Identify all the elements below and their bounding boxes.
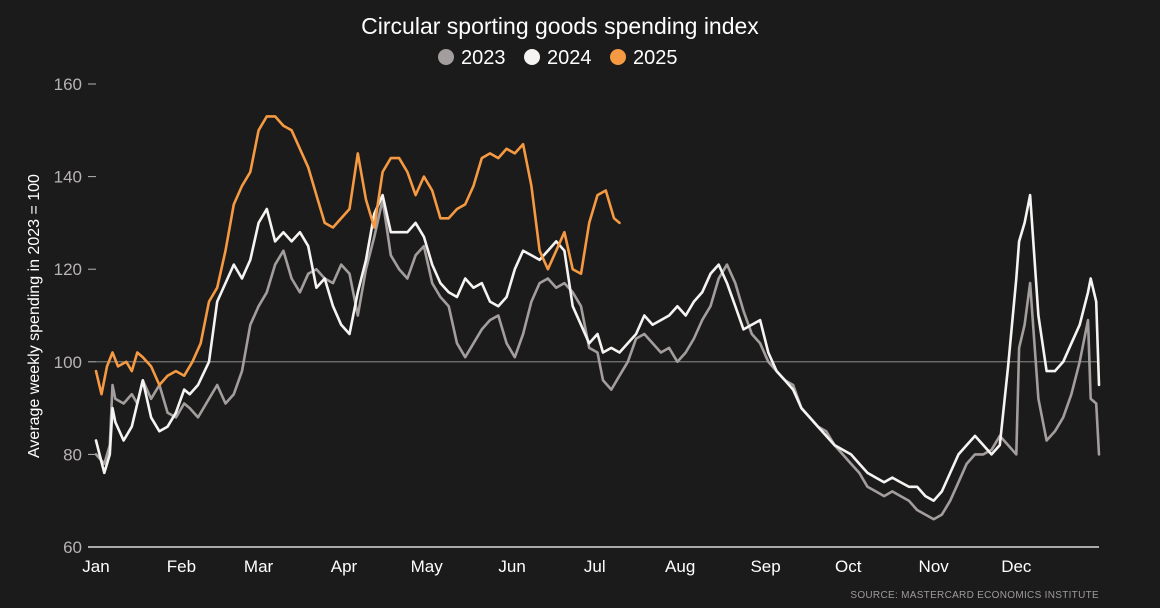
legend-item-2025: 2025	[610, 47, 678, 69]
x-tick-label-apr: Apr	[331, 557, 358, 576]
legend-item-2024: 2024	[524, 47, 592, 69]
x-tick-label-jun: Jun	[498, 557, 525, 576]
x-tick-label-may: May	[411, 557, 444, 576]
y-tick-label-100: 100	[54, 353, 82, 372]
x-tick-label-dec: Dec	[1001, 557, 1032, 576]
x-tick-label-nov: Nov	[919, 557, 950, 576]
x-tick-label-oct: Oct	[835, 557, 862, 576]
x-tick-label-mar: Mar	[244, 557, 274, 576]
x-tick-label-sep: Sep	[750, 557, 780, 576]
legend-label-2023: 2023	[461, 47, 506, 69]
legend-item-2023: 2023	[438, 47, 506, 69]
y-axis-label: Average weekly spending in 2023 = 100	[26, 174, 43, 458]
x-tick-label-feb: Feb	[167, 557, 196, 576]
series-line-2024	[94, 193, 1101, 503]
y-tick-label-60: 60	[63, 538, 82, 557]
series-line-2023	[94, 198, 1101, 521]
x-tick-label-aug: Aug	[665, 557, 695, 576]
source-note: SOURCE: MASTERCARD ECONOMICS INSTITUTE	[850, 590, 1099, 601]
legend-marker-2025	[610, 49, 626, 65]
y-tick-label-140: 140	[54, 168, 82, 187]
y-axis: 60 80 100 120 140 160	[54, 75, 96, 557]
y-tick-label-80: 80	[63, 445, 82, 464]
legend-label-2025: 2025	[633, 47, 678, 69]
legend-marker-2024	[524, 49, 540, 65]
plot-area	[94, 115, 1101, 521]
y-tick-label-120: 120	[54, 260, 82, 279]
legend-marker-2023	[438, 49, 454, 65]
series-line-2025	[94, 115, 621, 396]
x-axis: Jan Feb Mar Apr May Jun Jul Aug Sep Oct Nov Dec	[82, 546, 1099, 576]
legend-label-2024: 2024	[547, 47, 592, 69]
y-tick-label-160: 160	[54, 75, 82, 94]
legend: 2023 2024 2025	[438, 47, 678, 69]
x-tick-label-jul: Jul	[584, 557, 606, 576]
x-tick-label-jan: Jan	[82, 557, 109, 576]
chart-title: Circular sporting goods spending index	[361, 13, 759, 39]
